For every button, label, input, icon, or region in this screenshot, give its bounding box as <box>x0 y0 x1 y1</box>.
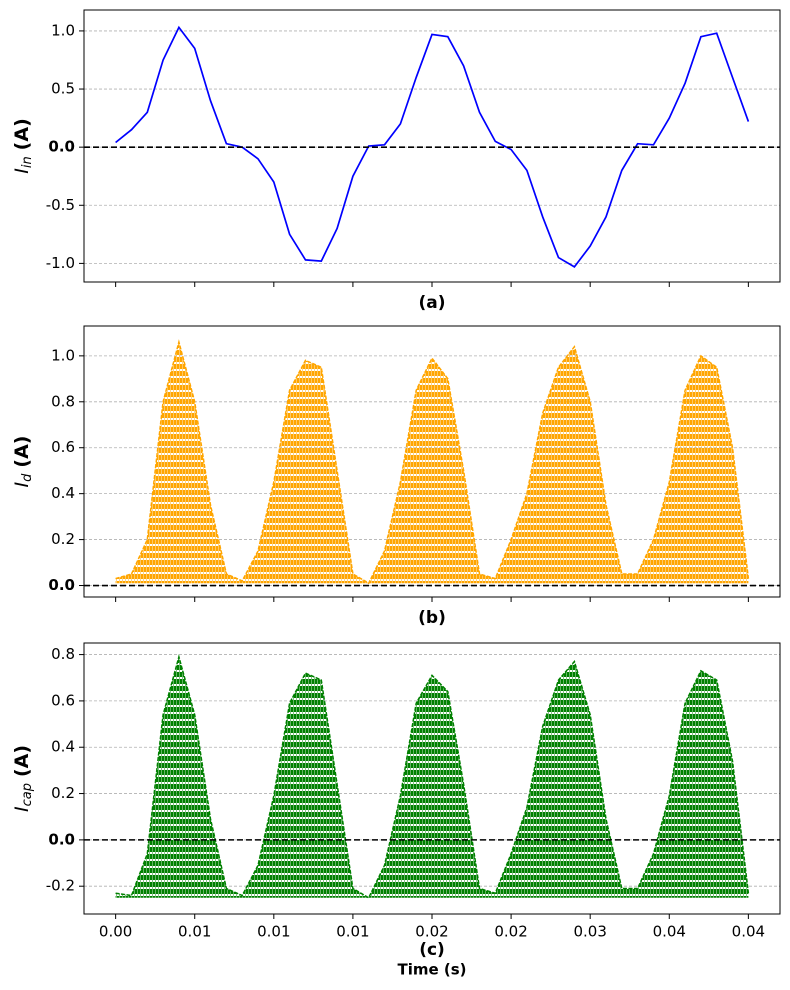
y-tick-label: 0.6 <box>51 691 75 709</box>
y-tick-label: 0.4 <box>51 484 75 502</box>
x-tick-label: 0.04 <box>653 923 686 941</box>
y-tick-label: -0.5 <box>46 196 75 214</box>
x-tick-label: 0.04 <box>732 923 765 941</box>
y-label-subscript: d <box>20 473 35 482</box>
x-tick-label: 0.00 <box>99 923 132 941</box>
x-tick-label: 0.01 <box>178 923 211 941</box>
y-tick-label: 0.4 <box>51 738 75 756</box>
plot-frame <box>83 325 781 598</box>
y-label-subscript: cap <box>20 783 35 806</box>
y-axis-label: Iin (A) <box>11 118 35 174</box>
y-tick-label: 1.0 <box>51 21 75 39</box>
x-tick-label: 0.02 <box>494 923 527 941</box>
data-line <box>115 25 750 269</box>
subplot-caption: (a) <box>418 293 445 313</box>
y-label-unit: (A) <box>11 436 33 468</box>
y-tick-label: 0.0 <box>48 576 75 594</box>
y-tick-label: 0.0 <box>48 138 75 156</box>
y-tick-label: 0.6 <box>51 438 75 456</box>
y-label-subscript: in <box>20 156 35 168</box>
y-tick-label: 0.8 <box>51 645 75 663</box>
x-tick-label: 0.02 <box>415 923 448 941</box>
y-axis-label: Icap (A) <box>11 745 35 812</box>
y-label-symbol: I <box>11 481 33 487</box>
envelope-line <box>115 654 750 899</box>
x-axis-label: Time (s) <box>397 961 466 979</box>
y-label-unit: (A) <box>11 745 33 777</box>
x-tick-label: 0.03 <box>573 923 606 941</box>
y-tick-label: 0.0 <box>48 830 75 848</box>
area-fill <box>115 656 749 898</box>
y-label-symbol: I <box>11 168 33 174</box>
subplot-caption: (c) <box>419 940 445 960</box>
y-label-unit: (A) <box>11 118 33 150</box>
area-fill <box>115 342 749 584</box>
y-tick-label: 0.2 <box>51 530 75 548</box>
y-tick-label: 0.5 <box>51 80 75 98</box>
plot-frame <box>83 9 781 283</box>
subplot-caption: (b) <box>418 608 446 628</box>
y-label-symbol: I <box>11 806 33 812</box>
y-axis-label: Id (A) <box>11 436 35 488</box>
y-tick-label: -1.0 <box>46 254 75 272</box>
plot-frame <box>83 642 781 915</box>
y-tick-label: 0.8 <box>51 392 75 410</box>
x-tick-label: 0.01 <box>336 923 369 941</box>
y-tick-label: 1.0 <box>51 346 75 364</box>
y-tick-label: -0.2 <box>46 877 75 895</box>
envelope-line <box>115 339 750 585</box>
x-tick-label: 0.01 <box>257 923 290 941</box>
y-tick-label: 0.2 <box>51 784 75 802</box>
